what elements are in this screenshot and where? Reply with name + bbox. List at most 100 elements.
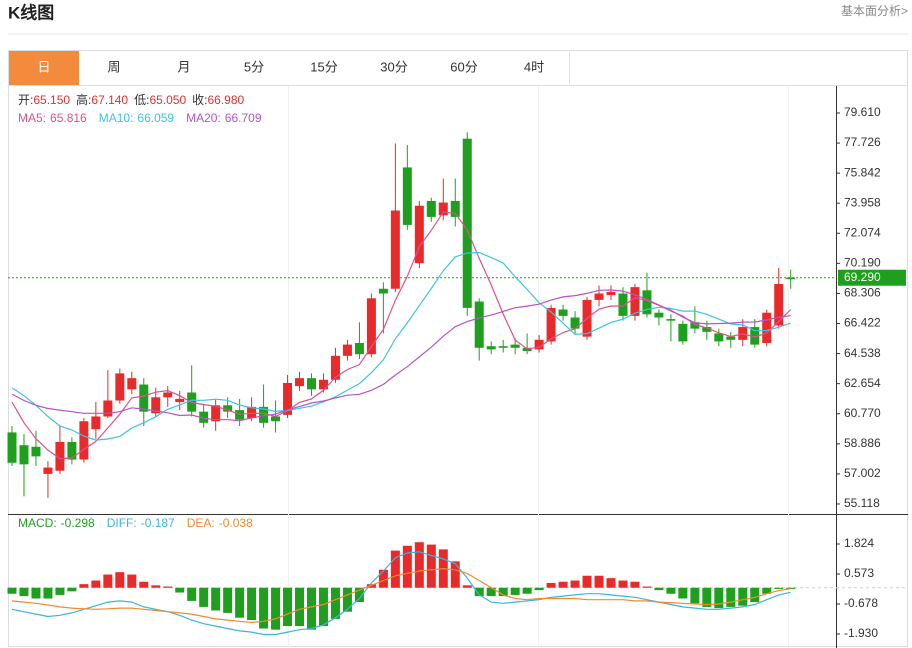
candle-body xyxy=(666,319,676,321)
tab-label[interactable]: 30分 xyxy=(380,59,407,74)
macd-bar xyxy=(55,587,65,595)
macd-bar xyxy=(127,574,137,588)
tab[interactable] xyxy=(429,51,499,85)
macd-bar xyxy=(402,545,412,588)
candle-body xyxy=(702,327,712,332)
candle-body xyxy=(618,293,628,316)
candle-body xyxy=(318,379,328,390)
macd-bar xyxy=(259,587,269,629)
legend-text: DIFF: xyxy=(107,516,137,530)
candle-body xyxy=(546,307,556,342)
candle-body xyxy=(726,336,736,340)
macd-bar xyxy=(522,587,532,594)
legend-text: MACD: xyxy=(18,516,57,530)
macd-bar xyxy=(510,587,520,595)
legend-text: 67.140 xyxy=(91,93,128,107)
legend-text: MA5: xyxy=(18,111,46,125)
widget-title: K线图 xyxy=(8,2,54,22)
macd-bar xyxy=(606,578,616,588)
candle-body xyxy=(330,355,340,380)
candle-body xyxy=(103,400,113,417)
candle-body xyxy=(474,301,484,348)
legend-text: 65.150 xyxy=(33,93,70,107)
candle-body xyxy=(259,406,269,423)
macd-bar xyxy=(223,587,233,613)
macd-bar xyxy=(354,587,364,603)
macd-bar xyxy=(474,587,484,597)
tab[interactable] xyxy=(149,51,219,85)
tab[interactable] xyxy=(79,51,149,85)
macd-bar xyxy=(450,561,460,588)
macd-bar xyxy=(91,580,101,588)
macd-bar xyxy=(19,587,29,597)
candle-body xyxy=(19,445,29,465)
macd-bar xyxy=(534,587,544,591)
y-tick-label: 0.573 xyxy=(844,566,874,580)
macd-bar xyxy=(175,587,185,593)
candle-body xyxy=(606,291,616,296)
chart-frame xyxy=(8,50,908,647)
candle-body xyxy=(295,378,305,387)
y-tick-label: -1.930 xyxy=(844,626,878,640)
candle-body xyxy=(534,339,544,350)
macd-bar xyxy=(139,581,149,588)
candle-body xyxy=(714,333,724,342)
legend-text: 开: xyxy=(18,93,33,107)
macd-bar xyxy=(666,587,676,594)
candle-body xyxy=(762,312,772,344)
macd-bar xyxy=(462,585,472,588)
y-tick-label: 70.190 xyxy=(844,256,881,270)
candle-body xyxy=(127,378,137,390)
macd-bar xyxy=(271,587,281,630)
macd-bar xyxy=(7,587,17,594)
macd-bar xyxy=(702,587,712,607)
legend-text: 66.709 xyxy=(225,111,262,125)
y-tick-label: 60.770 xyxy=(844,406,881,420)
candle-body xyxy=(307,378,316,390)
candle-body xyxy=(558,309,568,316)
tab-label[interactable]: 15分 xyxy=(310,59,337,74)
legend-text: -0.038 xyxy=(219,516,253,530)
candle-body xyxy=(175,398,185,403)
candle-body xyxy=(498,346,508,348)
y-tick-label: 55.118 xyxy=(844,496,880,510)
macd-bar xyxy=(498,587,508,597)
tab[interactable] xyxy=(289,51,359,85)
fundamentals-link[interactable]: 基本面分析> xyxy=(841,4,908,18)
candle-body xyxy=(774,283,784,326)
candle-body xyxy=(570,317,580,329)
candle-body xyxy=(402,167,412,225)
series-line xyxy=(11,251,791,441)
macd-bar xyxy=(151,585,161,588)
legend-text: 低: xyxy=(134,93,149,107)
candle-body xyxy=(378,288,388,294)
macd-bar xyxy=(774,587,784,589)
candle-body xyxy=(342,344,352,356)
macd-bar xyxy=(31,587,41,599)
legend-text: 收: xyxy=(192,93,207,107)
last-price-box xyxy=(838,269,906,286)
legend-text: 66.980 xyxy=(207,93,244,107)
tab-label[interactable]: 日 xyxy=(37,59,50,74)
tab-label[interactable]: 5分 xyxy=(244,59,264,74)
candle-body xyxy=(283,382,293,415)
macd-bar xyxy=(79,584,89,588)
candle-body xyxy=(67,442,77,460)
macd-bar xyxy=(211,587,221,611)
tab-label[interactable]: 60分 xyxy=(450,59,477,74)
tab-label[interactable]: 4时 xyxy=(524,59,544,74)
tab[interactable] xyxy=(359,51,429,85)
tab[interactable] xyxy=(9,51,79,85)
tab[interactable] xyxy=(219,51,289,85)
candle-body xyxy=(43,467,53,474)
tab-label[interactable]: 周 xyxy=(107,59,120,74)
macd-bar xyxy=(115,572,125,588)
candle-body xyxy=(522,347,532,352)
legend-text: -0.187 xyxy=(141,516,175,530)
macd-bar xyxy=(426,544,436,588)
macd-bar xyxy=(163,586,173,588)
tab-label[interactable]: 月 xyxy=(177,59,190,74)
candle-body xyxy=(211,405,221,422)
tab[interactable] xyxy=(499,51,569,85)
